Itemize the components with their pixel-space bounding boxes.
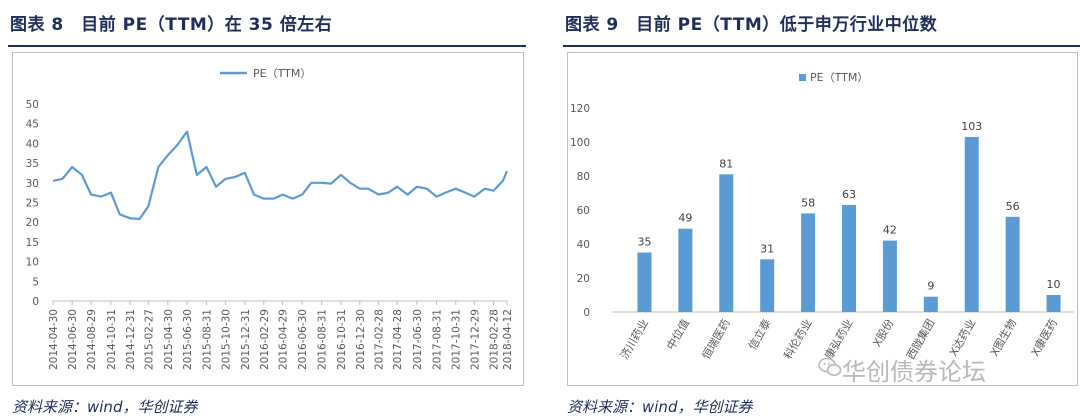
x-tick-label: 2015-08-31 [202,309,214,370]
x-tick-label: 2017-12-29 [469,309,481,370]
x-tick-label: 2015-12-31 [240,309,252,370]
x-tick-label: X图生物 [987,317,1019,359]
data-label: 35 [637,236,651,249]
y-tick-label: 25 [26,198,39,210]
bar [1005,216,1020,312]
x-tick-label: 2017-02-28 [374,309,386,370]
data-label: 10 [1047,278,1061,291]
line-chart: PE（TTM） 0 5 10 15 20 25 30 35 40 45 50 2014-04-30 201… [26,67,514,370]
x-tick-label: 2014-08-29 [86,309,98,370]
source-note: 资料来源：wind，华创证券 [12,398,198,416]
x-tick-label: 2017-06-30 [412,309,424,370]
bar [1046,295,1061,312]
bar [801,213,816,312]
y-tick-label: 0 [583,307,590,319]
bar [637,252,652,312]
bar [923,296,938,312]
watermark: 华创债券论坛 [842,358,986,386]
data-label: 31 [760,242,774,255]
legend-label: PE（TTM） [253,67,311,80]
data-label: 49 [678,212,692,225]
data-label: 9 [927,280,934,293]
x-tick-label: 2015-06-30 [182,309,194,370]
data-label: 58 [801,196,815,209]
x-tick-label: 2014-10-31 [106,309,118,370]
right-panel: 图表 9 目前 PE（TTM）低于申万行业中位数 PE（TTM） 0 20 40 60 8… [555,0,1080,419]
bar-chart-frame: PE（TTM） 0 20 40 60 80 100 120 35 济川药业 49 中位值 81 恒瑞医药 3… [567,52,1078,386]
data-label: 56 [1006,200,1020,213]
x-tick-label: 恒瑞医药 [699,317,733,362]
bar [719,174,734,312]
x-tick-label: 2017-10-31 [451,309,463,370]
y-tick-label: 40 [26,138,39,150]
x-tick-label: 2018-02-28 [488,309,500,370]
x-tick-label: 2018-04-12 [502,309,514,370]
x-tick-label: 2017-08-31 [432,309,444,370]
data-label: 63 [842,188,856,201]
bar [882,240,897,312]
legend-label: PE（TTM） [810,71,868,84]
x-tick-label: 2015-04-30 [163,309,175,370]
caption-rule [563,45,1080,47]
left-panel: 图表 8 目前 PE（TTM）在 35 倍左右 PE（TTM） 0 5 10 15 20 2… [0,0,526,419]
x-tick-label: 科伦药业 [781,317,815,362]
x-tick-label: 2015-02-27 [143,309,155,370]
y-tick-label: 80 [577,171,590,183]
line-chart-frame: PE（TTM） 0 5 10 15 20 25 30 35 40 45 50 2014-04-30 201… [12,52,524,386]
y-tick-label: 5 [32,276,39,288]
bar [964,136,979,312]
y-tick-label: 0 [32,296,39,308]
x-tick-label: 2014-04-30 [48,309,60,370]
y-tick-label: 35 [26,158,39,170]
y-tick-label: 15 [26,237,39,249]
y-tick-label: 20 [577,273,590,285]
x-tick-label: 中位值 [663,317,692,353]
x-tick-label: 2016-12-30 [355,309,367,370]
bar [760,259,775,312]
x-tick-label: 2016-10-31 [336,309,348,370]
caption-rule [8,45,526,47]
data-label: 42 [883,224,897,237]
bar-chart: PE（TTM） 0 20 40 60 80 100 120 35 济川药业 49 中位值 81 恒瑞医药 3… [570,71,1074,362]
x-tick-label: X股份 [870,317,896,349]
x-tick-label: 2016-06-30 [297,309,309,370]
bar [678,228,693,312]
bar [842,204,856,312]
wechat-icon [818,357,842,376]
x-tick-label: X康医药 [1028,317,1060,359]
x-tick-label: 2014-06-30 [67,309,79,370]
y-tick-label: 10 [26,257,39,269]
x-tick-label: 2016-02-29 [259,309,271,370]
legend-swatch [799,74,806,81]
y-tick-label: 60 [577,205,590,217]
x-tick-label: 2016-08-31 [317,309,329,370]
y-tick-label: 45 [26,119,39,131]
x-tick-label: 2017-04-28 [392,309,404,370]
chart-caption: 图表 8 目前 PE（TTM）在 35 倍左右 [10,15,333,35]
y-tick-label: 20 [26,217,39,229]
x-tick-label: 2016-04-29 [278,309,290,370]
x-tick-label: 2015-10-30 [220,309,232,370]
chart-caption: 图表 9 目前 PE（TTM）低于申万行业中位数 [565,15,938,35]
data-label: 103 [961,120,982,133]
y-tick-label: 50 [26,99,39,111]
y-tick-label: 30 [26,178,39,190]
x-tick-label: 2014-12-31 [125,309,137,370]
y-tick-label: 100 [570,137,590,149]
y-tick-label: 40 [577,239,590,251]
source-note: 资料来源：wind，华创证券 [567,398,753,416]
x-tick-label: 信立泰 [745,317,774,353]
series-line [52,130,509,221]
y-tick-label: 120 [570,103,590,115]
x-tick-label: 济川药业 [617,317,651,362]
data-label: 81 [719,157,733,170]
